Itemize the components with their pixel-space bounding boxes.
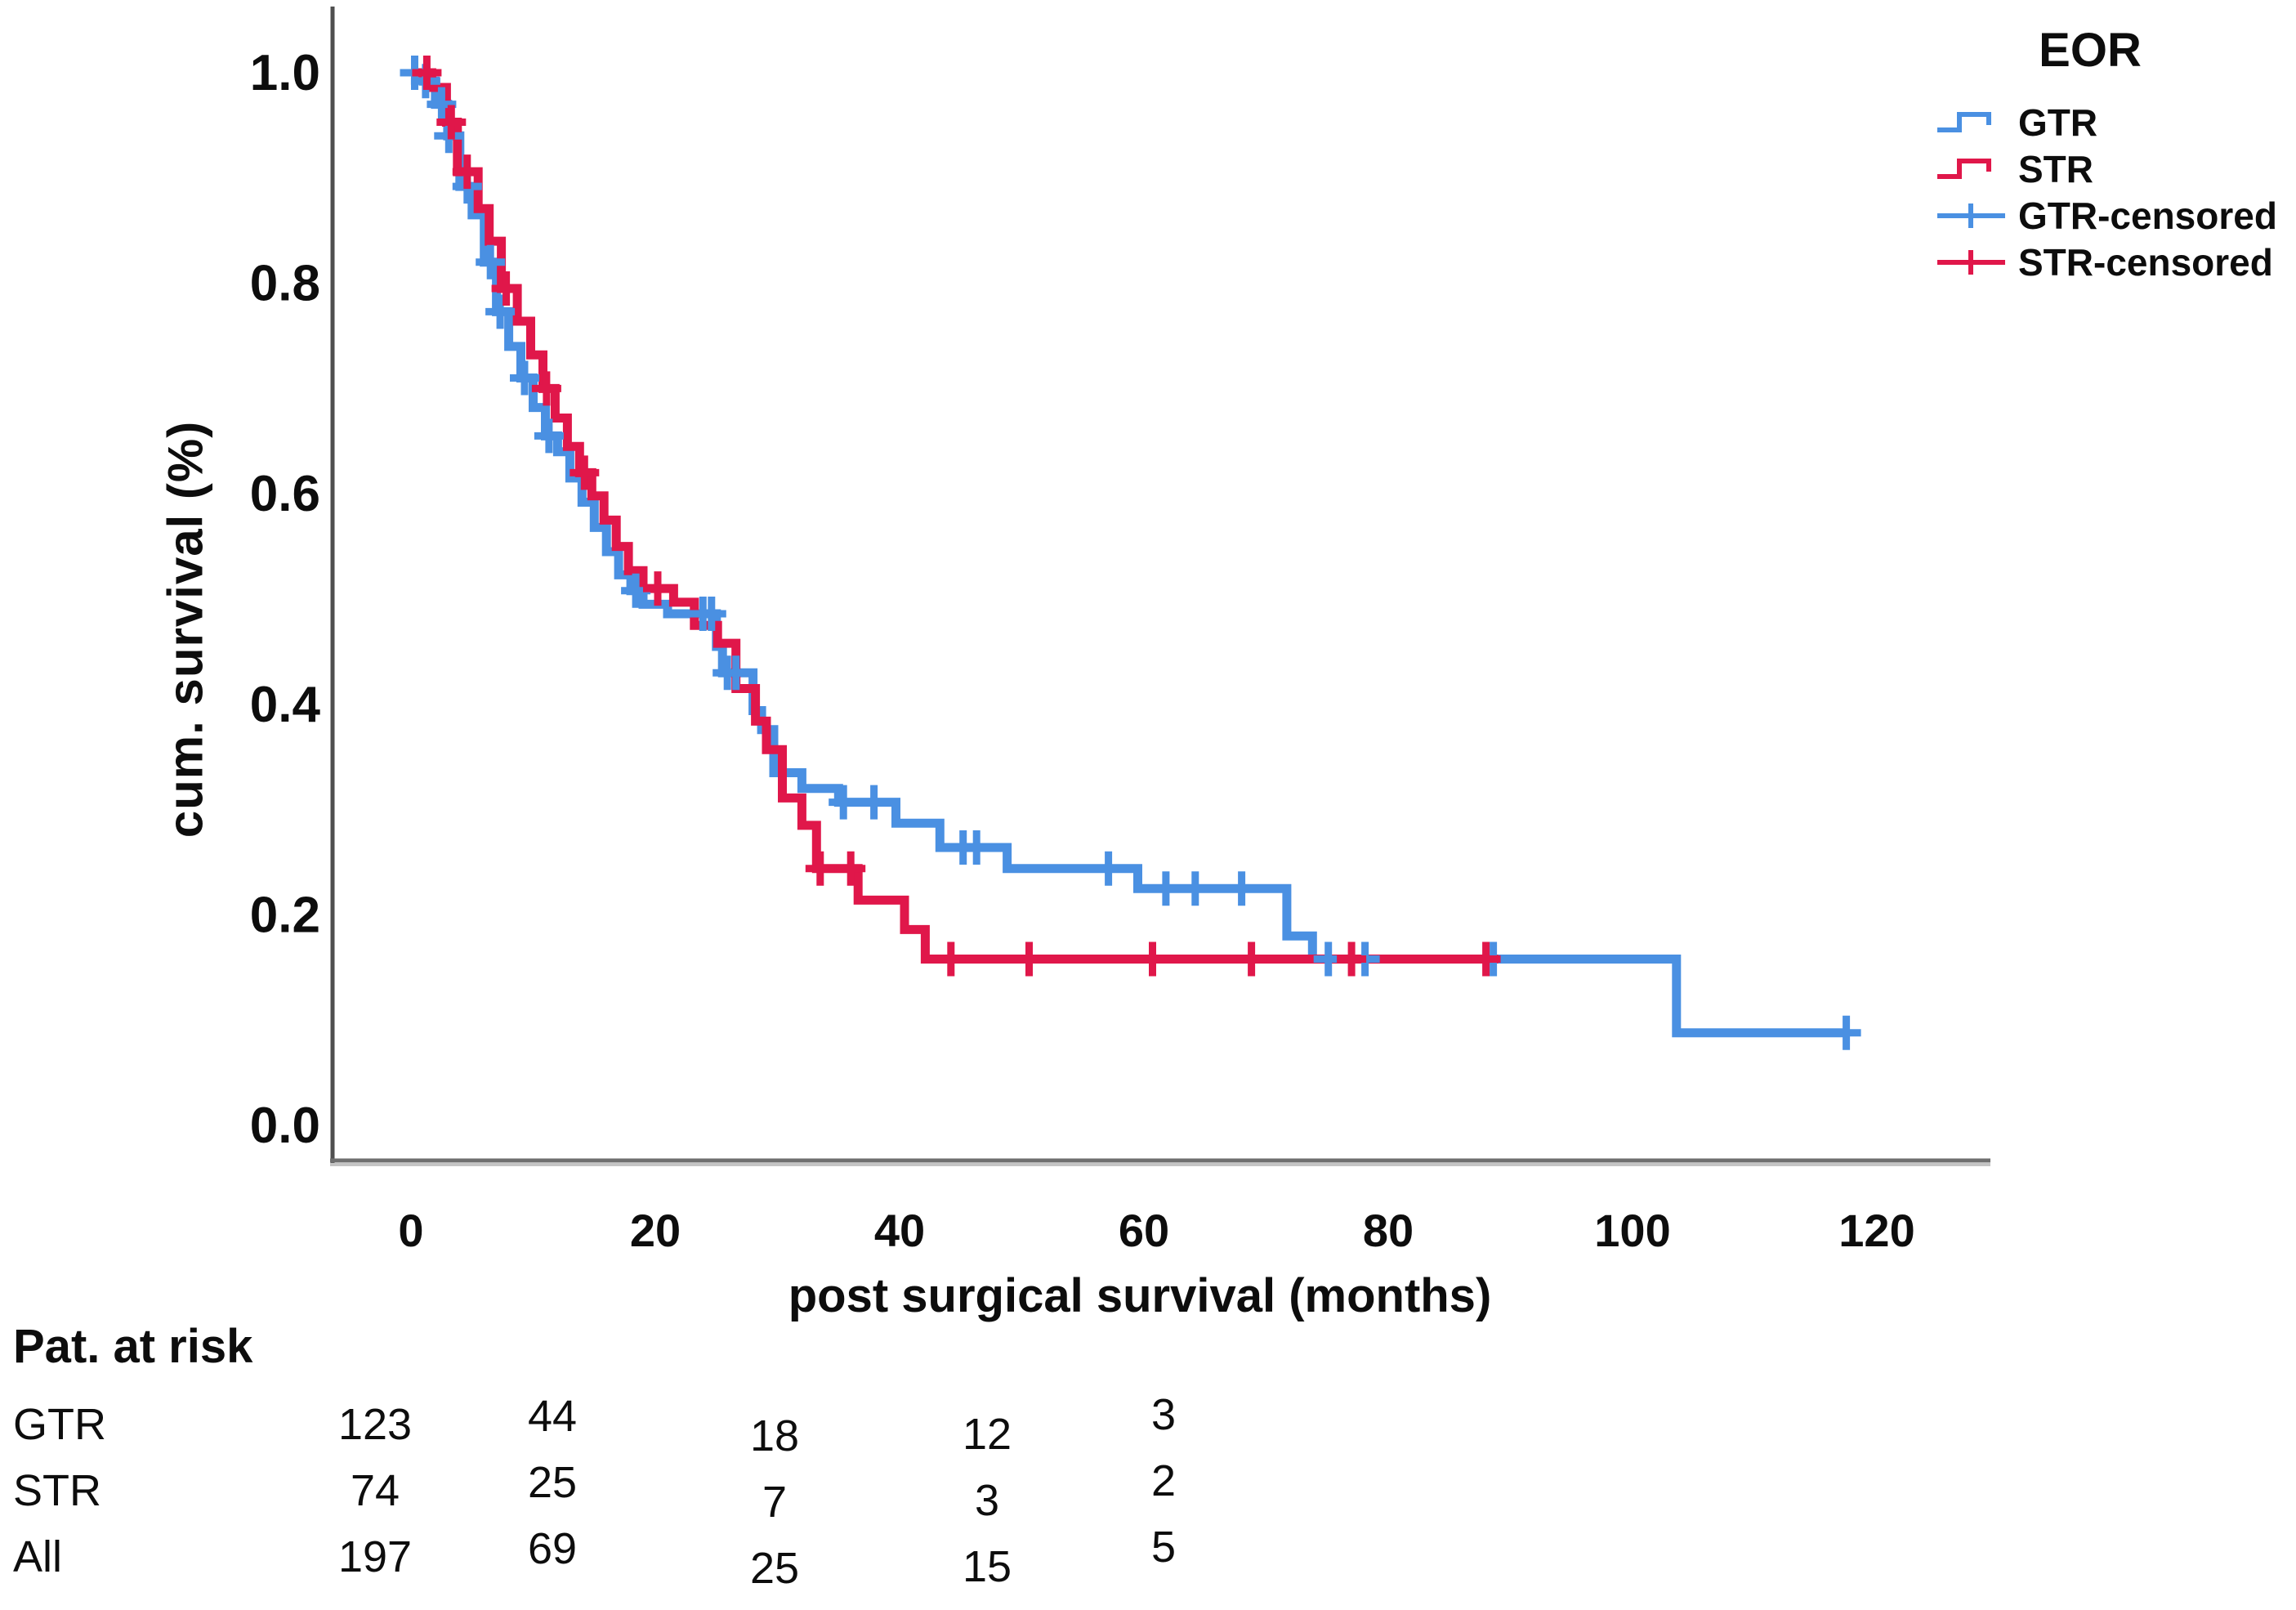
risk-value: 2 [1150, 1456, 1177, 1505]
risk-value: 3 [974, 1476, 1000, 1525]
x-tick-labels: 0 20 40 60 80 100 120 [398, 1205, 1914, 1256]
risk-value: 197 [337, 1532, 413, 1581]
legend-label-gtr: GTR [2018, 101, 2098, 144]
x-axis-title: post surgical survival (months) [788, 1269, 1492, 1322]
y-tick-labels: 1.0 0.8 0.6 0.4 0.2 0.0 [250, 45, 321, 1154]
censor-plus-mark [510, 360, 539, 396]
censor-plus-mark [1236, 941, 1266, 977]
legend-title: EOR [2039, 24, 2142, 77]
legend-item-str: STR [1935, 145, 2294, 192]
censor-plus-mark [859, 785, 889, 820]
legend-item-str-censored: STR-censored [1935, 239, 2294, 285]
risk-row-label: STR [13, 1466, 101, 1515]
risk-row-label: GTR [13, 1400, 106, 1449]
x-tick-label: 60 [1119, 1205, 1169, 1256]
x-tick-label: 100 [1594, 1205, 1670, 1256]
legend-item-gtr: GTR [1935, 99, 2294, 145]
censor-plus-mark [829, 785, 859, 820]
censor-plus-mark [436, 105, 467, 140]
gtr-step-line-icon [1937, 111, 1991, 132]
censor-plus-mark [1180, 871, 1210, 906]
censor-plus-mark [805, 851, 835, 886]
risk-row-str: STR 74 25 7 3 2 [0, 1456, 1389, 1527]
y-tick-label: 0.4 [250, 677, 321, 733]
risk-value: 25 [749, 1544, 800, 1593]
censor-plus-mark [476, 244, 506, 280]
risk-row-label: All [13, 1532, 63, 1581]
risk-value: 18 [749, 1411, 800, 1460]
censor-plus-mark [1471, 941, 1501, 977]
censor-plus-mark [643, 571, 672, 606]
censor-plus-mark [1137, 941, 1168, 977]
censor-plus-mark [531, 371, 561, 406]
legend-label-str-censored: STR-censored [2018, 240, 2273, 284]
risk-value: 44 [527, 1392, 578, 1441]
str-survival-curve [411, 68, 1499, 964]
x-tick-label: 0 [398, 1205, 423, 1256]
risk-value: 3 [1150, 1390, 1177, 1439]
censor-plus-mark [1014, 941, 1044, 977]
legend-label-str: STR [2018, 147, 2093, 190]
risk-table-title: Pat. at risk [13, 1320, 253, 1373]
x-tick-label: 20 [630, 1205, 681, 1256]
legend: EOR GTR STR GTR-censored STR-censored [1935, 23, 2294, 285]
censor-plus-mark [534, 418, 564, 454]
censor-plus-mark [696, 597, 726, 631]
risk-value: 15 [962, 1542, 1012, 1591]
legend-label-gtr-censored: GTR-censored [2018, 194, 2277, 237]
str-censored-plus-icon [1937, 249, 2005, 275]
gtr-censored-plus-icon [1937, 203, 2005, 228]
censor-plus-mark [1831, 1015, 1861, 1050]
censor-plus-mark [1337, 941, 1367, 977]
risk-value: 12 [962, 1410, 1012, 1459]
risk-value: 74 [350, 1466, 400, 1515]
str-censor-marks [412, 56, 1501, 977]
censor-plus-mark [936, 941, 966, 977]
censor-plus-mark [570, 455, 600, 490]
censor-plus-mark [427, 87, 457, 122]
risk-value: 25 [527, 1458, 578, 1507]
risk-value: 123 [337, 1400, 413, 1449]
censor-plus-mark [1150, 871, 1181, 906]
x-tick-label: 40 [874, 1205, 925, 1256]
censor-plus-mark [1093, 851, 1123, 886]
y-tick-label: 1.0 [250, 45, 320, 101]
censor-plus-mark [452, 154, 482, 190]
axes [330, 7, 1990, 1166]
censor-plus-mark [721, 655, 751, 691]
censor-plus-mark [836, 851, 866, 886]
censor-plus-mark [491, 271, 521, 306]
x-tick-label: 80 [1363, 1205, 1414, 1256]
censor-plus-mark [485, 294, 516, 329]
censor-plus-mark [962, 830, 992, 865]
risk-value: 7 [762, 1478, 788, 1527]
risk-row-gtr: GTR 123 44 18 12 3 [0, 1390, 1389, 1460]
censor-plus-mark [412, 56, 442, 90]
risk-value: 5 [1150, 1523, 1177, 1572]
x-tick-label: 120 [1838, 1205, 1914, 1256]
legend-item-gtr-censored: GTR-censored [1935, 192, 2294, 239]
y-tick-label: 0.8 [250, 256, 320, 312]
risk-value: 69 [527, 1524, 578, 1573]
str-step-line-icon [1937, 158, 1991, 179]
y-tick-label: 0.0 [250, 1098, 320, 1154]
y-tick-label: 0.6 [250, 466, 320, 522]
y-tick-label: 0.2 [250, 887, 320, 943]
censor-plus-mark [1226, 871, 1257, 906]
risk-row-all: All 197 69 25 15 5 [0, 1523, 1389, 1593]
